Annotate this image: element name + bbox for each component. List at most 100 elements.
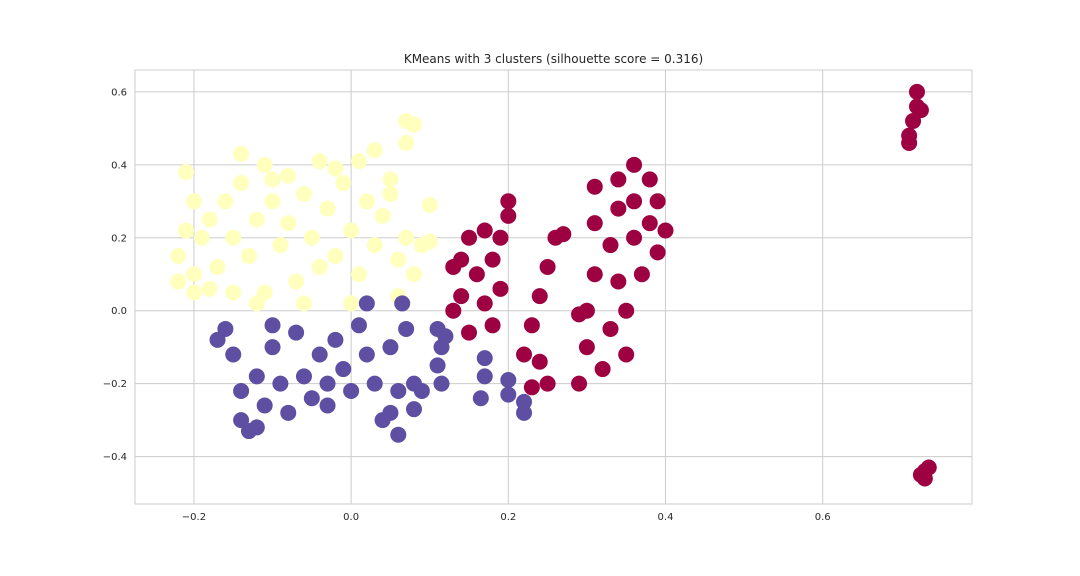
data-point	[398, 229, 415, 246]
data-point	[476, 222, 493, 239]
data-point	[303, 390, 320, 407]
data-point	[264, 193, 281, 210]
data-point	[413, 382, 430, 399]
data-point	[201, 211, 218, 228]
data-point	[366, 375, 383, 392]
data-point	[472, 390, 489, 407]
data-point	[461, 324, 478, 341]
data-point	[492, 229, 509, 246]
data-point	[280, 167, 297, 184]
data-point	[610, 200, 627, 217]
data-point	[327, 160, 344, 177]
y-tick-label: 0.4	[111, 160, 127, 171]
data-point	[295, 186, 312, 202]
x-tick-label: 0.2	[500, 512, 516, 523]
data-point	[586, 266, 603, 283]
data-point	[311, 346, 328, 363]
data-point	[264, 339, 281, 356]
data-point	[327, 248, 344, 264]
data-point	[358, 346, 375, 363]
data-point	[429, 357, 446, 374]
data-point	[649, 193, 666, 210]
data-point	[217, 193, 234, 210]
data-point	[445, 302, 462, 319]
data-point	[394, 295, 411, 312]
x-tick-label: −0.2	[182, 512, 206, 523]
data-point	[445, 258, 462, 275]
data-points	[170, 83, 937, 487]
data-point	[461, 229, 478, 246]
data-point	[492, 280, 509, 297]
data-point	[468, 266, 485, 283]
data-point	[193, 229, 210, 246]
data-point	[602, 237, 619, 254]
data-point	[500, 386, 517, 403]
data-point	[295, 295, 312, 312]
data-point	[185, 284, 202, 301]
data-point	[578, 339, 595, 356]
data-point	[201, 280, 218, 297]
data-point	[170, 273, 187, 290]
data-point	[516, 346, 533, 363]
data-point	[610, 273, 627, 290]
data-point	[178, 222, 195, 239]
data-point	[272, 237, 289, 254]
data-point	[233, 382, 250, 399]
data-point	[626, 193, 643, 210]
data-point	[531, 353, 548, 370]
data-point	[350, 153, 367, 170]
data-point	[398, 320, 415, 337]
data-point	[555, 226, 572, 243]
data-point	[618, 346, 635, 363]
data-point	[484, 251, 501, 268]
y-tick-label: −0.4	[103, 452, 127, 463]
data-point	[531, 288, 548, 305]
data-point	[264, 317, 281, 334]
x-tick-label: 0.6	[815, 512, 831, 523]
data-point	[406, 401, 422, 418]
data-point	[649, 244, 666, 261]
data-point	[618, 302, 635, 319]
data-point	[311, 258, 328, 275]
data-point	[209, 258, 226, 275]
data-point	[350, 317, 367, 334]
data-point	[641, 215, 658, 232]
data-point	[476, 295, 493, 312]
data-point	[641, 171, 658, 188]
data-point	[421, 233, 438, 250]
data-point	[382, 171, 399, 188]
data-point	[437, 328, 454, 345]
data-point	[453, 288, 470, 305]
data-point	[406, 266, 422, 283]
y-tick-label: 0.2	[111, 233, 127, 244]
x-axis-ticks: −0.2 0.0 0.2 0.4 0.6	[182, 512, 831, 523]
x-tick-label: 0.4	[658, 512, 674, 523]
data-point	[358, 295, 375, 312]
data-point	[272, 375, 289, 392]
data-point	[319, 200, 336, 217]
data-point	[476, 368, 493, 385]
data-point	[516, 404, 533, 421]
data-point	[602, 320, 619, 337]
cluster-0-points	[170, 113, 438, 312]
data-point	[539, 258, 556, 275]
data-point	[901, 134, 918, 151]
data-point	[343, 295, 360, 312]
data-point	[633, 266, 650, 283]
data-point	[240, 248, 257, 264]
data-point	[626, 229, 643, 246]
data-point	[358, 193, 375, 210]
data-point	[382, 404, 399, 421]
data-point	[594, 361, 611, 378]
data-point	[335, 361, 352, 378]
data-point	[626, 156, 643, 173]
data-point	[500, 207, 517, 224]
y-axis-ticks: −0.4 −0.2 0.0 0.2 0.4 0.6	[103, 87, 127, 463]
data-point	[335, 175, 352, 192]
data-point	[225, 229, 242, 246]
x-tick-label: 0.0	[343, 512, 359, 523]
data-point	[539, 375, 556, 392]
data-point	[288, 324, 305, 341]
data-point	[233, 175, 250, 192]
data-point	[185, 266, 202, 283]
